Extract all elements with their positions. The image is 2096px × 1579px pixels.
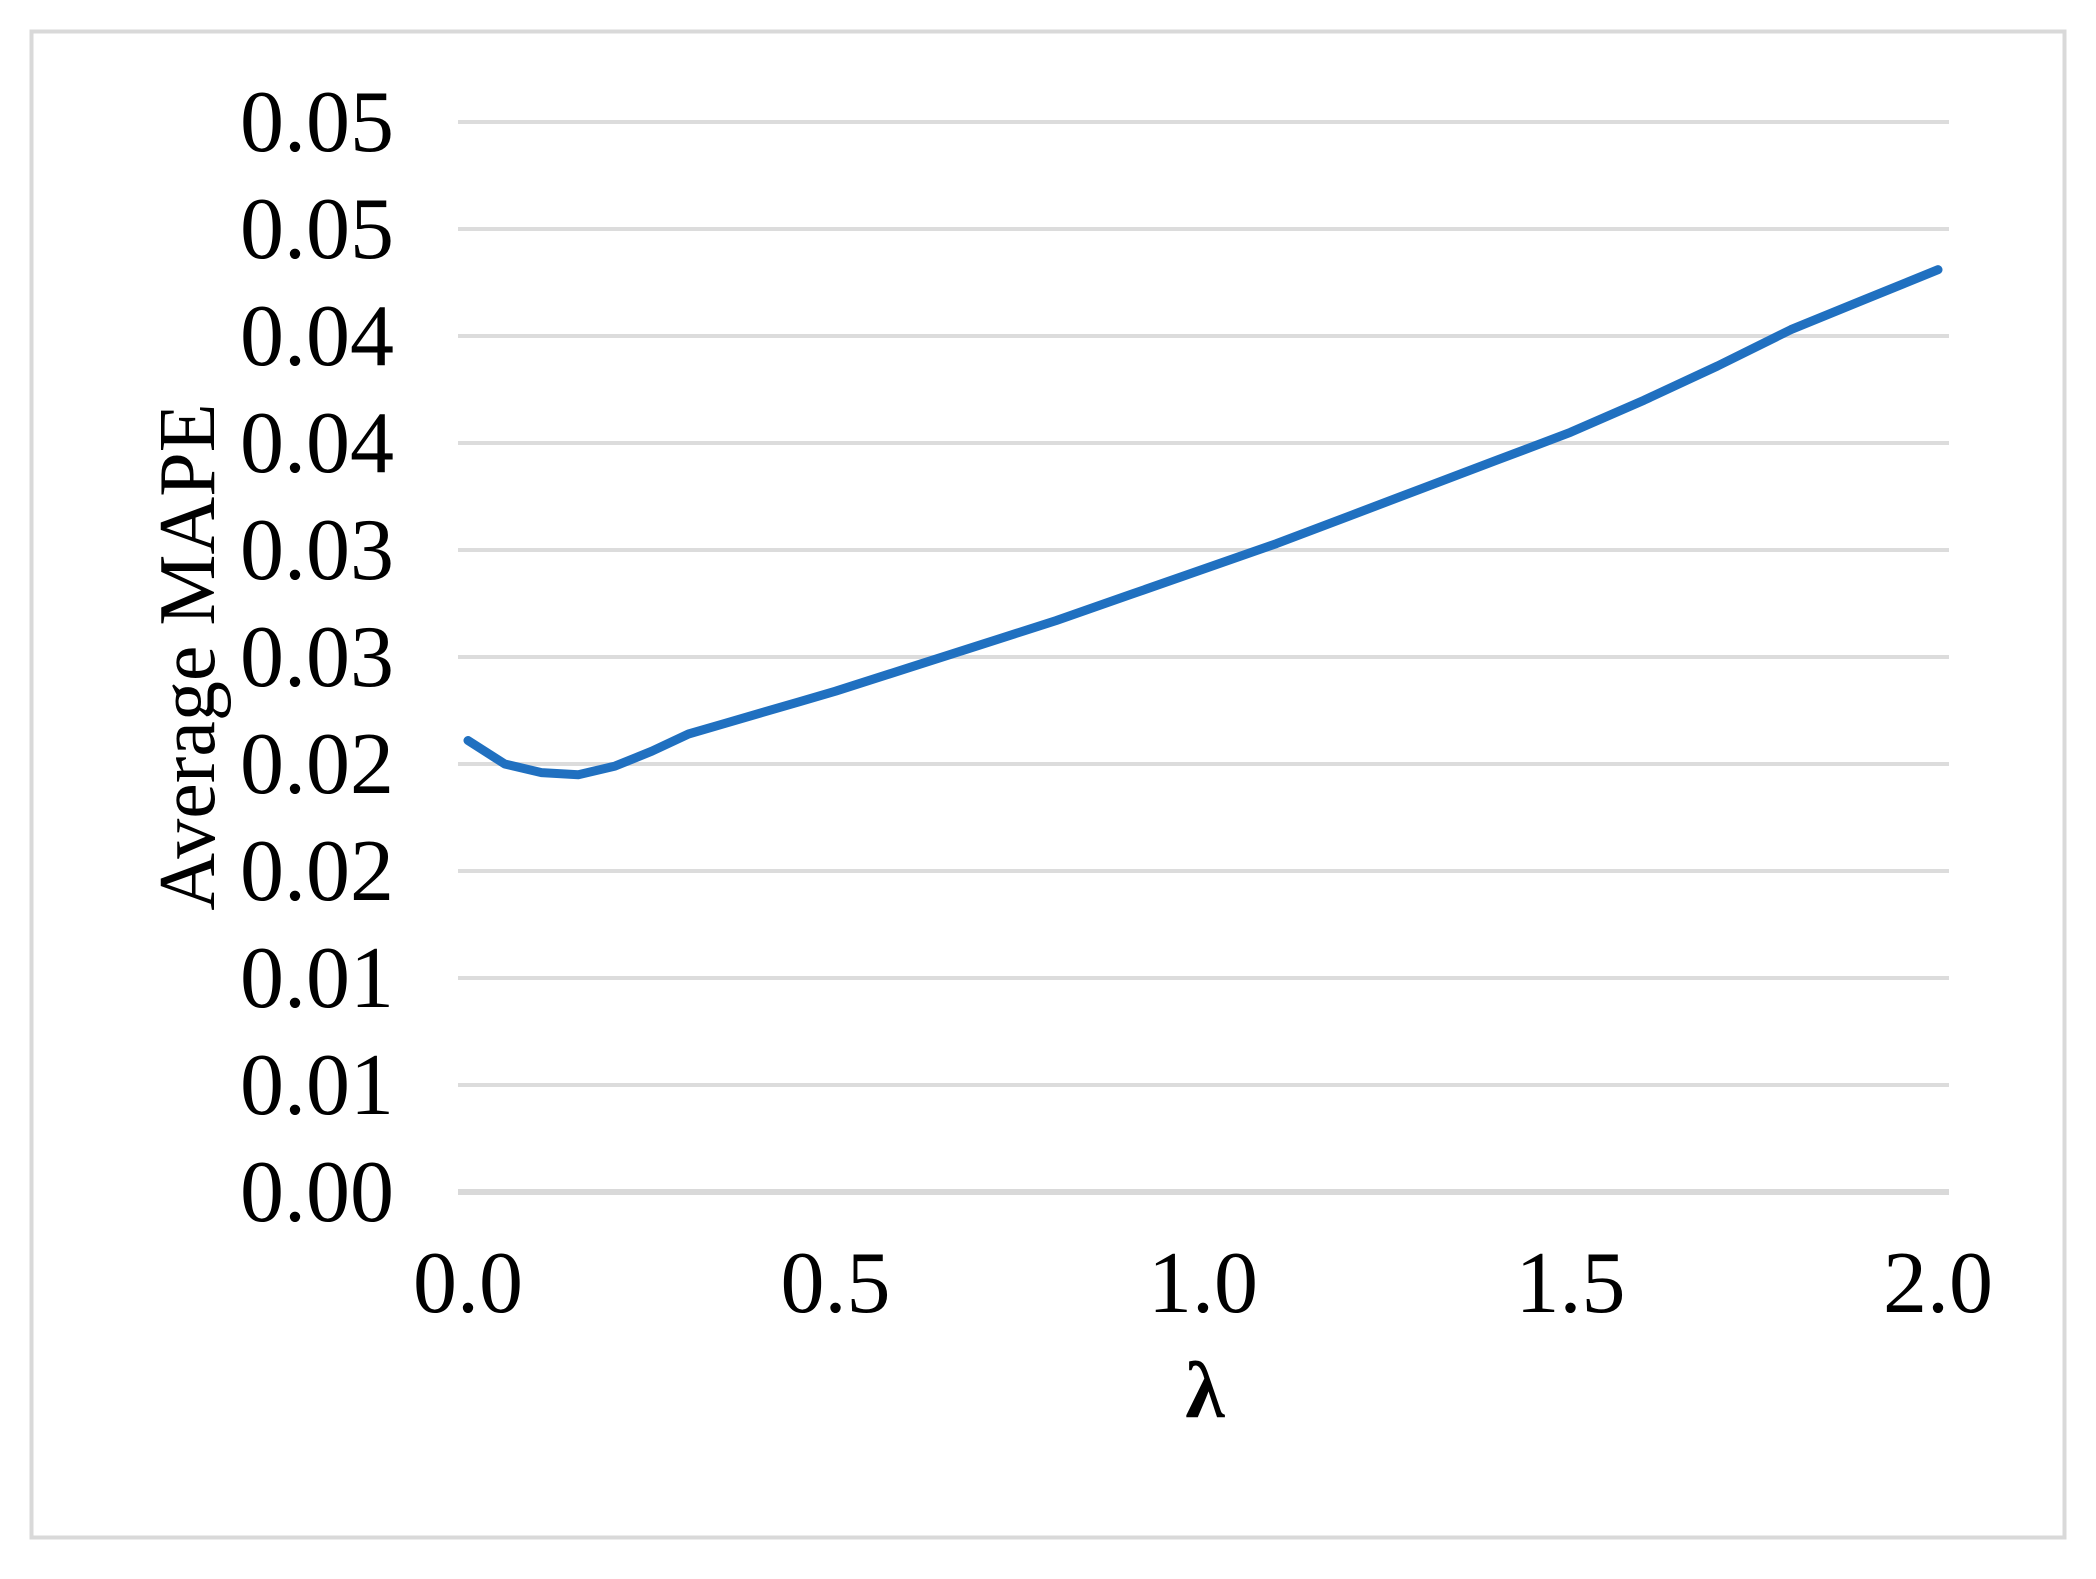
x-tick-label: 1.5 (1516, 1235, 1626, 1332)
y-tick-label: 0.05 (240, 181, 394, 278)
y-tick-label: 0.03 (240, 609, 394, 706)
y-tick-label: 0.01 (240, 930, 394, 1027)
figure-border (29, 29, 2067, 1540)
gridlines (458, 120, 1949, 1195)
x-axis-title: λ (1185, 1347, 1225, 1435)
y-tick-label: 0.04 (240, 395, 394, 492)
y-tick-label: 0.00 (240, 1144, 394, 1241)
y-tick-label: 0.05 (240, 74, 394, 171)
y-axis-labels: 0.05 0.05 0.04 0.04 0.03 0.03 0.02 0.02 0.01 0.01… (240, 74, 394, 1241)
series-lines (463, 265, 1943, 780)
x-axis-labels: 0.0 0.5 1.0 1.5 2.0 (413, 1235, 1993, 1332)
x-tick-label: 2.0 (1883, 1235, 1993, 1332)
x-tick-label: 0.5 (781, 1235, 891, 1332)
y-axis-title: Average MAPE (144, 403, 232, 910)
y-tick-label: 0.01 (240, 1037, 394, 1134)
x-tick-label: 1.0 (1148, 1235, 1258, 1332)
mape-line-series (463, 265, 1943, 780)
y-tick-label: 0.02 (240, 823, 394, 920)
y-tick-label: 0.02 (240, 716, 394, 813)
x-tick-label: 0.0 (413, 1235, 523, 1332)
y-tick-label: 0.04 (240, 288, 394, 385)
y-tick-label: 0.03 (240, 502, 394, 599)
